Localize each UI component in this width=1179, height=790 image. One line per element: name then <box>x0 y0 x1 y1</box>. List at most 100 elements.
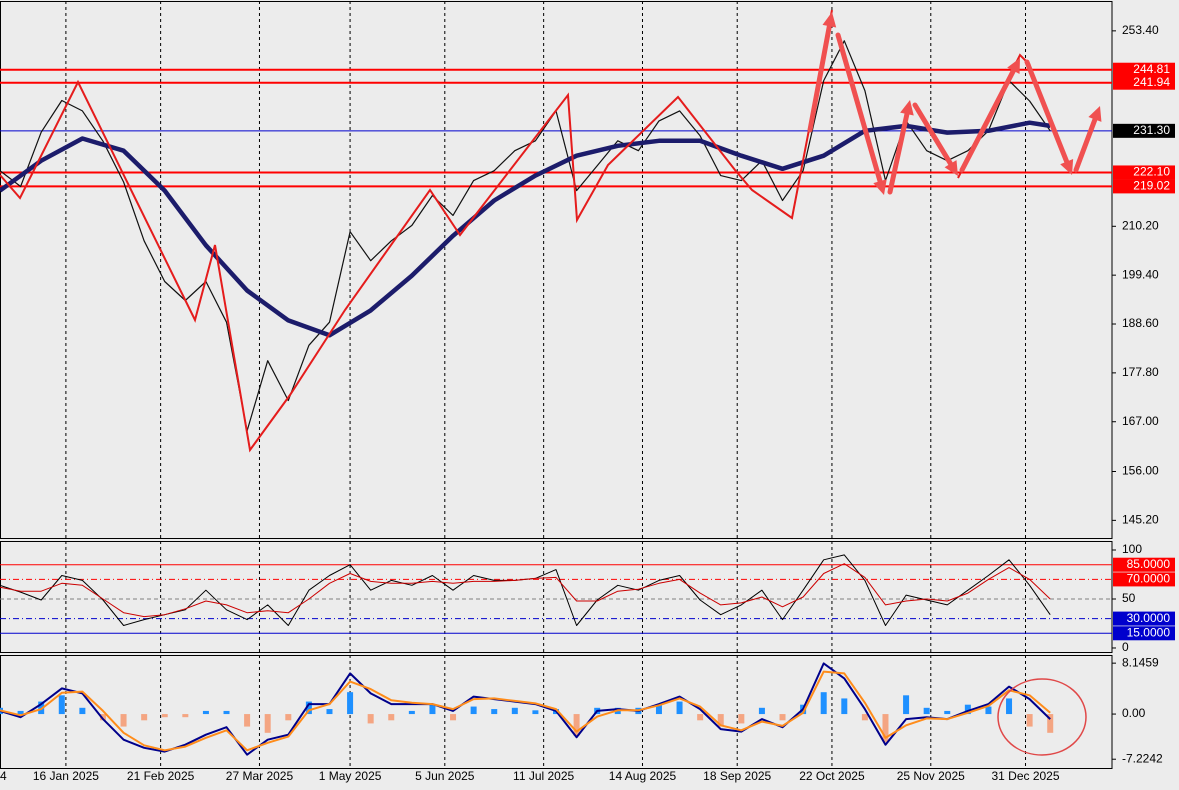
level-label: 30.0000 <box>1127 611 1171 625</box>
arrow-head <box>900 100 914 116</box>
level-label: 70.0000 <box>1127 572 1171 586</box>
bar <box>223 710 230 715</box>
bar <box>38 701 45 715</box>
x-tick-label: 22 Oct 2025 <box>799 769 865 783</box>
level-label-box <box>1113 165 1175 180</box>
bar <box>141 714 148 721</box>
bar <box>697 714 704 721</box>
annotations <box>0 9 1102 453</box>
y-tick-label: 50 <box>1122 591 1136 605</box>
panel <box>0 662 1054 756</box>
arrow-shaft <box>959 64 1019 173</box>
bar <box>676 701 683 715</box>
x-tick-label: 27 Mar 2025 <box>226 769 294 783</box>
arrow-head <box>822 12 837 28</box>
bar <box>450 714 457 721</box>
arrow-shaft <box>835 32 884 189</box>
bar <box>820 692 827 715</box>
y-tick-label: -7.2242 <box>1122 751 1163 765</box>
y-tick-label: 156.00 <box>1122 464 1159 478</box>
x-tick-label: 1 May 2025 <box>319 769 382 783</box>
y-tick-label: 100 <box>1122 542 1142 556</box>
bar <box>861 714 868 721</box>
zigzag <box>0 9 833 453</box>
bar <box>841 698 848 715</box>
y-tick-label: 167.00 <box>1122 414 1159 428</box>
level-label-box <box>1113 626 1175 641</box>
x-tick-label: 31 Dec 2025 <box>991 769 1059 783</box>
y-tick-label: 253.40 <box>1122 23 1159 37</box>
level-label: 15.0000 <box>1127 625 1171 639</box>
level-label-box <box>1113 572 1175 587</box>
bar <box>17 710 24 715</box>
bar <box>985 706 992 715</box>
y-tick-label: 188.60 <box>1122 316 1159 330</box>
bar <box>1006 698 1013 715</box>
bar <box>120 714 127 727</box>
y-tick-label: 0.00 <box>1122 706 1146 720</box>
level-label-box <box>1113 557 1175 572</box>
bar <box>511 707 518 715</box>
y-tick-label: 8.1459 <box>1122 655 1159 669</box>
arrow-shaft <box>1024 59 1071 169</box>
x-tick-label: 4 <box>0 769 7 783</box>
arrow-shaft <box>807 18 833 133</box>
level-label-box <box>1113 123 1175 138</box>
arrow-head <box>1060 159 1074 175</box>
bar <box>655 704 662 715</box>
highlight-circle <box>997 678 1087 756</box>
bar <box>182 714 189 718</box>
arrow-head <box>944 160 958 176</box>
bar <box>58 695 65 715</box>
bar <box>367 714 374 724</box>
series-line <box>0 563 1051 618</box>
series-line <box>0 120 1051 338</box>
panel <box>0 554 1112 634</box>
level-label: 241.94 <box>1133 75 1170 89</box>
level-label: 85.0000 <box>1127 557 1171 571</box>
bar <box>408 710 415 715</box>
level-label: 219.02 <box>1133 179 1170 193</box>
x-tick-label: 21 Feb 2025 <box>127 769 195 783</box>
arrow-head <box>1088 106 1102 122</box>
series-line <box>0 670 1051 752</box>
y-tick-label: 210.20 <box>1122 218 1159 232</box>
bar <box>264 714 271 733</box>
arrow-shaft <box>887 106 911 195</box>
bar <box>964 704 971 715</box>
y-tick-label: 199.40 <box>1122 267 1159 281</box>
y-tick-label: 0 <box>1122 640 1129 654</box>
bar <box>758 707 765 715</box>
x-tick-label: 11 Jul 2025 <box>513 769 574 783</box>
bar <box>882 714 889 743</box>
bar <box>923 707 930 715</box>
x-tick-label: 5 Jun 2025 <box>415 769 475 783</box>
y-tick-label: 145.20 <box>1122 513 1159 527</box>
bar <box>202 710 209 715</box>
bar <box>1047 714 1054 733</box>
bar <box>388 714 395 721</box>
bar <box>779 714 786 721</box>
level-label-box <box>1113 62 1175 77</box>
bar <box>1026 714 1033 727</box>
level-label-box <box>1113 75 1175 90</box>
x-tick-label: 14 Aug 2025 <box>609 769 677 783</box>
level-label: 244.81 <box>1133 62 1170 76</box>
bar <box>347 692 354 715</box>
panel <box>0 40 1112 432</box>
x-tick-label: 16 Jan 2025 <box>33 769 99 783</box>
level-label: 222.10 <box>1133 165 1170 179</box>
bar <box>285 714 292 721</box>
bar <box>573 714 580 736</box>
bar <box>738 714 745 724</box>
arrow-head <box>1007 58 1020 74</box>
bar <box>326 709 333 715</box>
x-tick-label: 18 Sep 2025 <box>703 769 771 783</box>
panel-frame <box>0 1 1113 539</box>
bar <box>717 714 724 727</box>
y-tick-label: 177.80 <box>1122 365 1159 379</box>
x-tick-label: 25 Nov 2025 <box>897 769 965 783</box>
arrow-head <box>873 179 887 195</box>
